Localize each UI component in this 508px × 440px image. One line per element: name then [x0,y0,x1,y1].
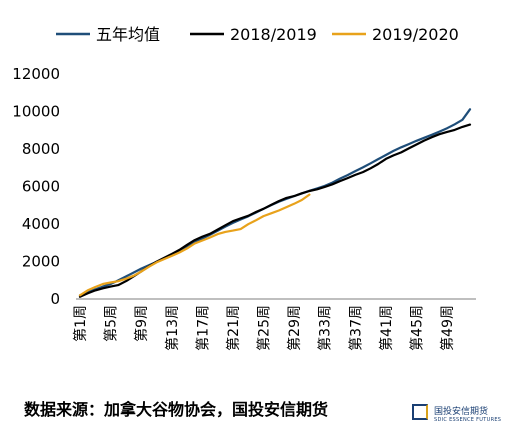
legend-label-3: 2019/2020 [372,25,459,44]
x-tick-label: 第37周 [347,305,364,351]
plot-lines [78,108,472,298]
legend: 五年均值 2018/2019 2019/2020 [56,25,459,44]
x-tick-label: 第25周 [256,305,273,351]
x-tick-label: 第1周 [72,305,89,342]
x-tick-label: 第17周 [194,305,211,351]
x-tick-label: 第33周 [317,305,334,351]
legend-label-1: 五年均值 [96,25,160,44]
x-tick-label: 第41周 [378,305,395,351]
x-tick-label: 第13周 [164,305,181,351]
y-axis: 0 2000 4000 6000 8000 10000 12000 [12,65,60,308]
series-line-3 [78,193,311,297]
y-tick-label: 2000 [22,253,60,271]
x-tick-label: 第49周 [439,305,456,351]
y-tick-label: 10000 [12,103,60,121]
brand-logo: 国投安信期货 SDIC ESSENCE FUTURES [412,404,504,430]
x-tick-label: 第5周 [103,305,120,342]
legend-label-2: 2018/2019 [230,25,317,44]
y-tick-label: 8000 [22,140,60,158]
x-tick-label: 第9周 [133,305,150,342]
x-tick-label: 第45周 [408,305,425,351]
logo-name-en: SDIC ESSENCE FUTURES [434,417,502,423]
logo-mark-icon [412,404,428,420]
data-source-note: 数据来源：加拿大谷物协会，国投安信期货 [24,400,329,419]
x-tick-label: 第29周 [286,305,303,351]
x-axis: 第1周 第5周 第9周 第13周 第17周 第21周 第25周 第29周 第33周 第37周 第41… [72,298,476,351]
x-tick-label: 第21周 [225,305,242,351]
y-tick-label: 12000 [12,65,60,83]
y-tick-label: 4000 [22,215,60,233]
y-tick-label: 6000 [22,178,60,196]
y-tick-label: 0 [50,290,60,308]
logo-name-cn: 国投安信期货 [434,407,489,417]
